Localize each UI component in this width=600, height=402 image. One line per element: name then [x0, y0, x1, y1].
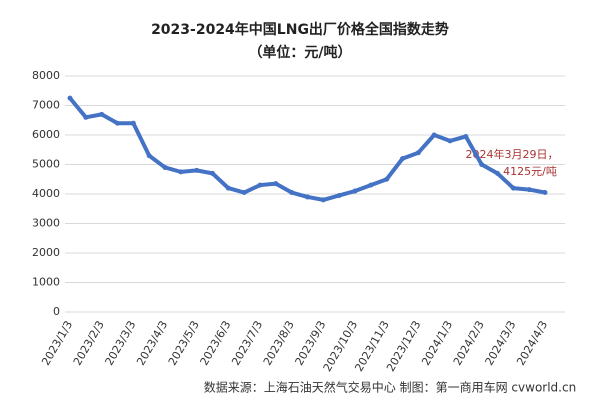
point	[479, 162, 485, 167]
y-tick-label: 5000	[32, 158, 60, 171]
point	[115, 120, 120, 126]
point	[241, 190, 247, 196]
point	[320, 197, 326, 203]
chart-title: 2023-2024年中国LNG出厂价格全国指数走势	[151, 21, 449, 38]
point	[384, 176, 390, 182]
point	[447, 138, 453, 144]
point	[178, 169, 184, 175]
annotation: 4125元/吨	[503, 165, 557, 178]
point	[83, 114, 89, 120]
y-tick-label: 2000	[32, 246, 60, 259]
point	[130, 120, 136, 126]
point	[99, 111, 105, 117]
point	[257, 182, 263, 188]
y-tick-label: 7000	[32, 99, 60, 112]
chart-subtitle: （单位：元/吨）	[248, 44, 351, 61]
point	[273, 181, 279, 187]
point	[289, 190, 295, 196]
point	[352, 188, 358, 194]
y-tick-label: 1000	[32, 276, 60, 289]
annotation: 2024年3月29日，	[466, 147, 559, 161]
point	[210, 170, 215, 176]
point	[463, 133, 469, 139]
point	[305, 194, 310, 200]
point	[400, 156, 405, 162]
point	[336, 192, 342, 198]
point	[194, 167, 200, 173]
point	[225, 185, 231, 191]
y-tick-label: 8000	[32, 69, 60, 82]
point	[510, 185, 516, 191]
point	[368, 182, 374, 188]
point	[415, 150, 421, 156]
source: 数据来源：上海石油天然气交易中心 制图：第一商用车网 cvworld.cn	[204, 380, 576, 395]
y-tick-label: 4000	[32, 187, 60, 200]
y-tick-label: 6000	[32, 128, 60, 141]
point	[495, 170, 500, 176]
point	[431, 132, 437, 138]
point	[67, 95, 73, 101]
y-tick-label: 0	[53, 305, 60, 318]
point	[162, 164, 168, 170]
y-tick-label: 3000	[32, 217, 60, 230]
point	[526, 187, 532, 193]
point	[542, 190, 548, 196]
point	[146, 153, 152, 159]
